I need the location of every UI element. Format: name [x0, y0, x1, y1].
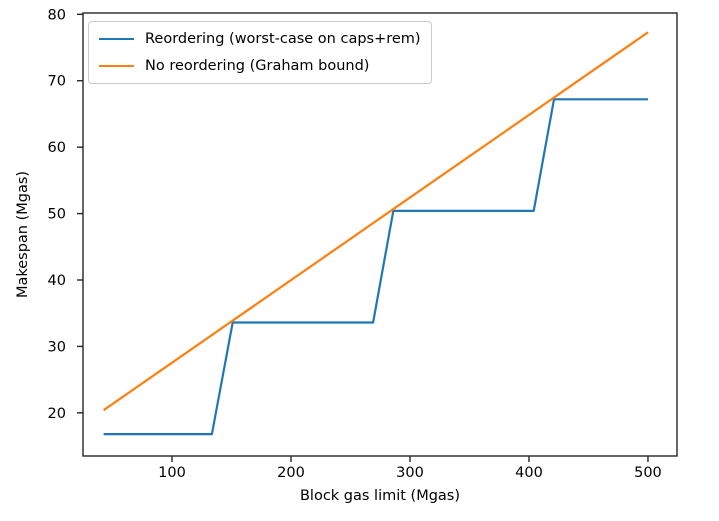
series-line-0 [103, 98, 648, 436]
x-tick-label: 200 [277, 465, 305, 481]
x-tick-label: 100 [158, 465, 186, 481]
y-tick-label: 20 [48, 406, 66, 422]
x-tick-label: 400 [515, 465, 543, 481]
y-tick-label: 80 [48, 7, 66, 23]
legend-label-reordering: Reordering (worst-case on caps+rem) [145, 31, 421, 47]
x-tick-label: 500 [634, 465, 662, 481]
legend-item-no-reordering: No reordering (Graham bound) [99, 56, 421, 76]
y-tick-label: 40 [48, 273, 66, 289]
x-axis-label: Block gas limit (Mgas) [300, 488, 460, 504]
legend: Reordering (worst-case on caps+rem) No r… [88, 21, 432, 84]
legend-line-sample-no-reordering [99, 65, 134, 67]
y-tick-label: 60 [48, 140, 66, 156]
x-tick-label: 300 [396, 465, 424, 481]
y-tick-label: 50 [48, 207, 66, 223]
series-line-1 [102, 31, 649, 412]
legend-line-sample-reordering [99, 38, 134, 40]
legend-item-reordering: Reordering (worst-case on caps+rem) [99, 29, 421, 49]
y-axis-label: Makespan (Mgas) [15, 171, 31, 298]
axes-spines [82, 12, 678, 457]
legend-label-no-reordering: No reordering (Graham bound) [145, 58, 370, 74]
y-tick-label: 70 [48, 74, 66, 90]
y-tick-label: 30 [48, 339, 66, 355]
